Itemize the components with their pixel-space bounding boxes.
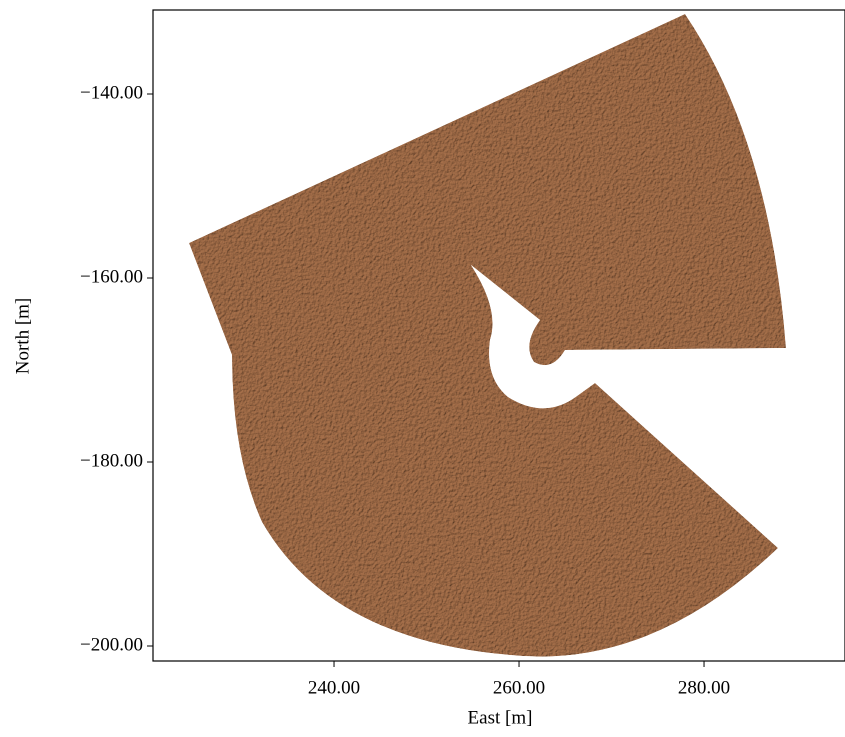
x-tick-label: 240.00 bbox=[308, 677, 360, 698]
x-tick-label: 280.00 bbox=[678, 677, 730, 698]
chart: East [m] North [m] 240.00 260.00 280.00 −20… bbox=[0, 0, 845, 737]
survey-coverage bbox=[189, 14, 786, 657]
y-tick-label: −140.00 bbox=[80, 82, 143, 103]
y-tick-label: −180.00 bbox=[80, 450, 143, 471]
y-tick-label: −200.00 bbox=[80, 634, 143, 655]
x-axis-label: East [m] bbox=[468, 707, 533, 728]
x-tick-label: 260.00 bbox=[493, 677, 545, 698]
y-tick-label: −160.00 bbox=[80, 266, 143, 287]
y-axis-label: North [m] bbox=[12, 298, 33, 375]
